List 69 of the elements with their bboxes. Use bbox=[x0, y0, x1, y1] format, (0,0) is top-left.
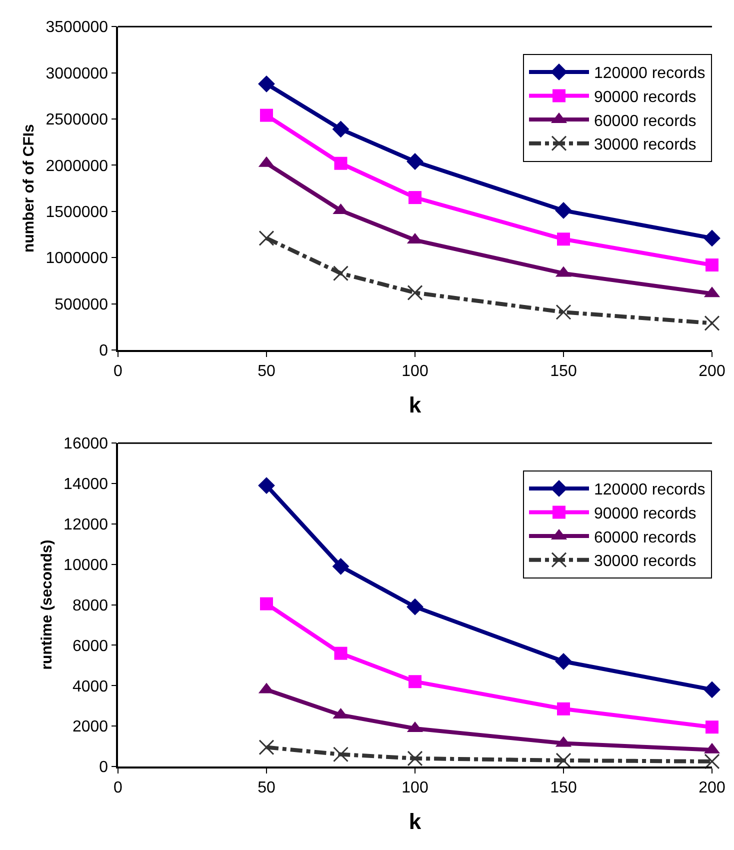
point bbox=[333, 266, 348, 282]
y-tick-label: 12000 bbox=[64, 516, 108, 534]
y-axis-title: number of of CFIs bbox=[20, 124, 38, 252]
point bbox=[258, 230, 274, 246]
point bbox=[260, 597, 273, 610]
point bbox=[407, 750, 423, 766]
x-tick-label: 100 bbox=[402, 779, 428, 796]
y-tick-label: 0 bbox=[99, 342, 108, 360]
y-tick-label: 2500000 bbox=[46, 112, 108, 129]
y-tick-label: 500000 bbox=[54, 296, 108, 314]
point bbox=[704, 681, 720, 698]
point bbox=[332, 558, 350, 575]
x-tick-label: 0 bbox=[114, 362, 123, 380]
x-tick-label: 200 bbox=[698, 362, 726, 380]
point bbox=[258, 477, 275, 494]
point bbox=[334, 156, 348, 170]
point bbox=[332, 120, 350, 138]
legend-label: 120000 records bbox=[594, 482, 706, 499]
y-tick-label: 1000000 bbox=[46, 250, 108, 268]
y-tick-label: 3500000 bbox=[46, 19, 108, 36]
y-tick-label: 3000000 bbox=[46, 65, 108, 82]
point bbox=[333, 746, 348, 762]
legend-label: 90000 records bbox=[594, 505, 696, 522]
x-tick-label: 150 bbox=[550, 779, 577, 796]
y-tick-label: 6000 bbox=[72, 638, 108, 655]
point bbox=[706, 720, 718, 734]
point bbox=[555, 202, 572, 219]
point bbox=[406, 153, 424, 170]
point bbox=[706, 258, 718, 272]
point bbox=[334, 646, 348, 660]
y-tick-label: 2000 bbox=[72, 718, 108, 736]
legend-label: 60000 records bbox=[594, 112, 696, 130]
x-axis-title: k bbox=[408, 808, 422, 834]
point bbox=[408, 191, 422, 204]
point bbox=[704, 315, 720, 331]
point bbox=[407, 284, 423, 300]
point bbox=[408, 675, 422, 688]
y-tick-label: 8000 bbox=[72, 597, 108, 614]
point bbox=[556, 752, 572, 768]
y-tick-label: 1500000 bbox=[46, 204, 108, 221]
y-tick-label: 4000 bbox=[72, 678, 108, 696]
y-tick-label: 0 bbox=[99, 759, 108, 776]
legend-label: 60000 records bbox=[594, 529, 696, 546]
point bbox=[704, 230, 720, 247]
x-tick-label: 50 bbox=[258, 779, 276, 796]
x-tick-label: 100 bbox=[402, 362, 428, 380]
point bbox=[557, 702, 570, 716]
x-axis-title: k bbox=[408, 392, 422, 418]
point bbox=[406, 598, 424, 616]
y-tick-label: 14000 bbox=[64, 476, 108, 494]
point bbox=[557, 232, 570, 246]
legend-label: 90000 records bbox=[594, 88, 696, 106]
x-tick-label: 50 bbox=[258, 362, 276, 380]
point bbox=[260, 108, 273, 122]
x-tick-label: 200 bbox=[698, 779, 726, 796]
point bbox=[258, 75, 275, 92]
point bbox=[556, 304, 572, 320]
x-tick-label: 150 bbox=[550, 362, 577, 380]
y-tick-label: 16000 bbox=[64, 436, 108, 453]
legend-label: 30000 records bbox=[594, 136, 696, 154]
point bbox=[704, 754, 720, 770]
y-tick-label: 10000 bbox=[64, 556, 108, 574]
y-tick-label: 2000000 bbox=[46, 158, 108, 175]
y-axis-title: runtime (seconds) bbox=[38, 540, 56, 670]
legend-label: 30000 records bbox=[594, 553, 696, 570]
point bbox=[258, 740, 274, 756]
x-tick-label: 0 bbox=[114, 779, 123, 796]
point bbox=[555, 652, 572, 670]
legend-label: 120000 records bbox=[594, 65, 706, 82]
